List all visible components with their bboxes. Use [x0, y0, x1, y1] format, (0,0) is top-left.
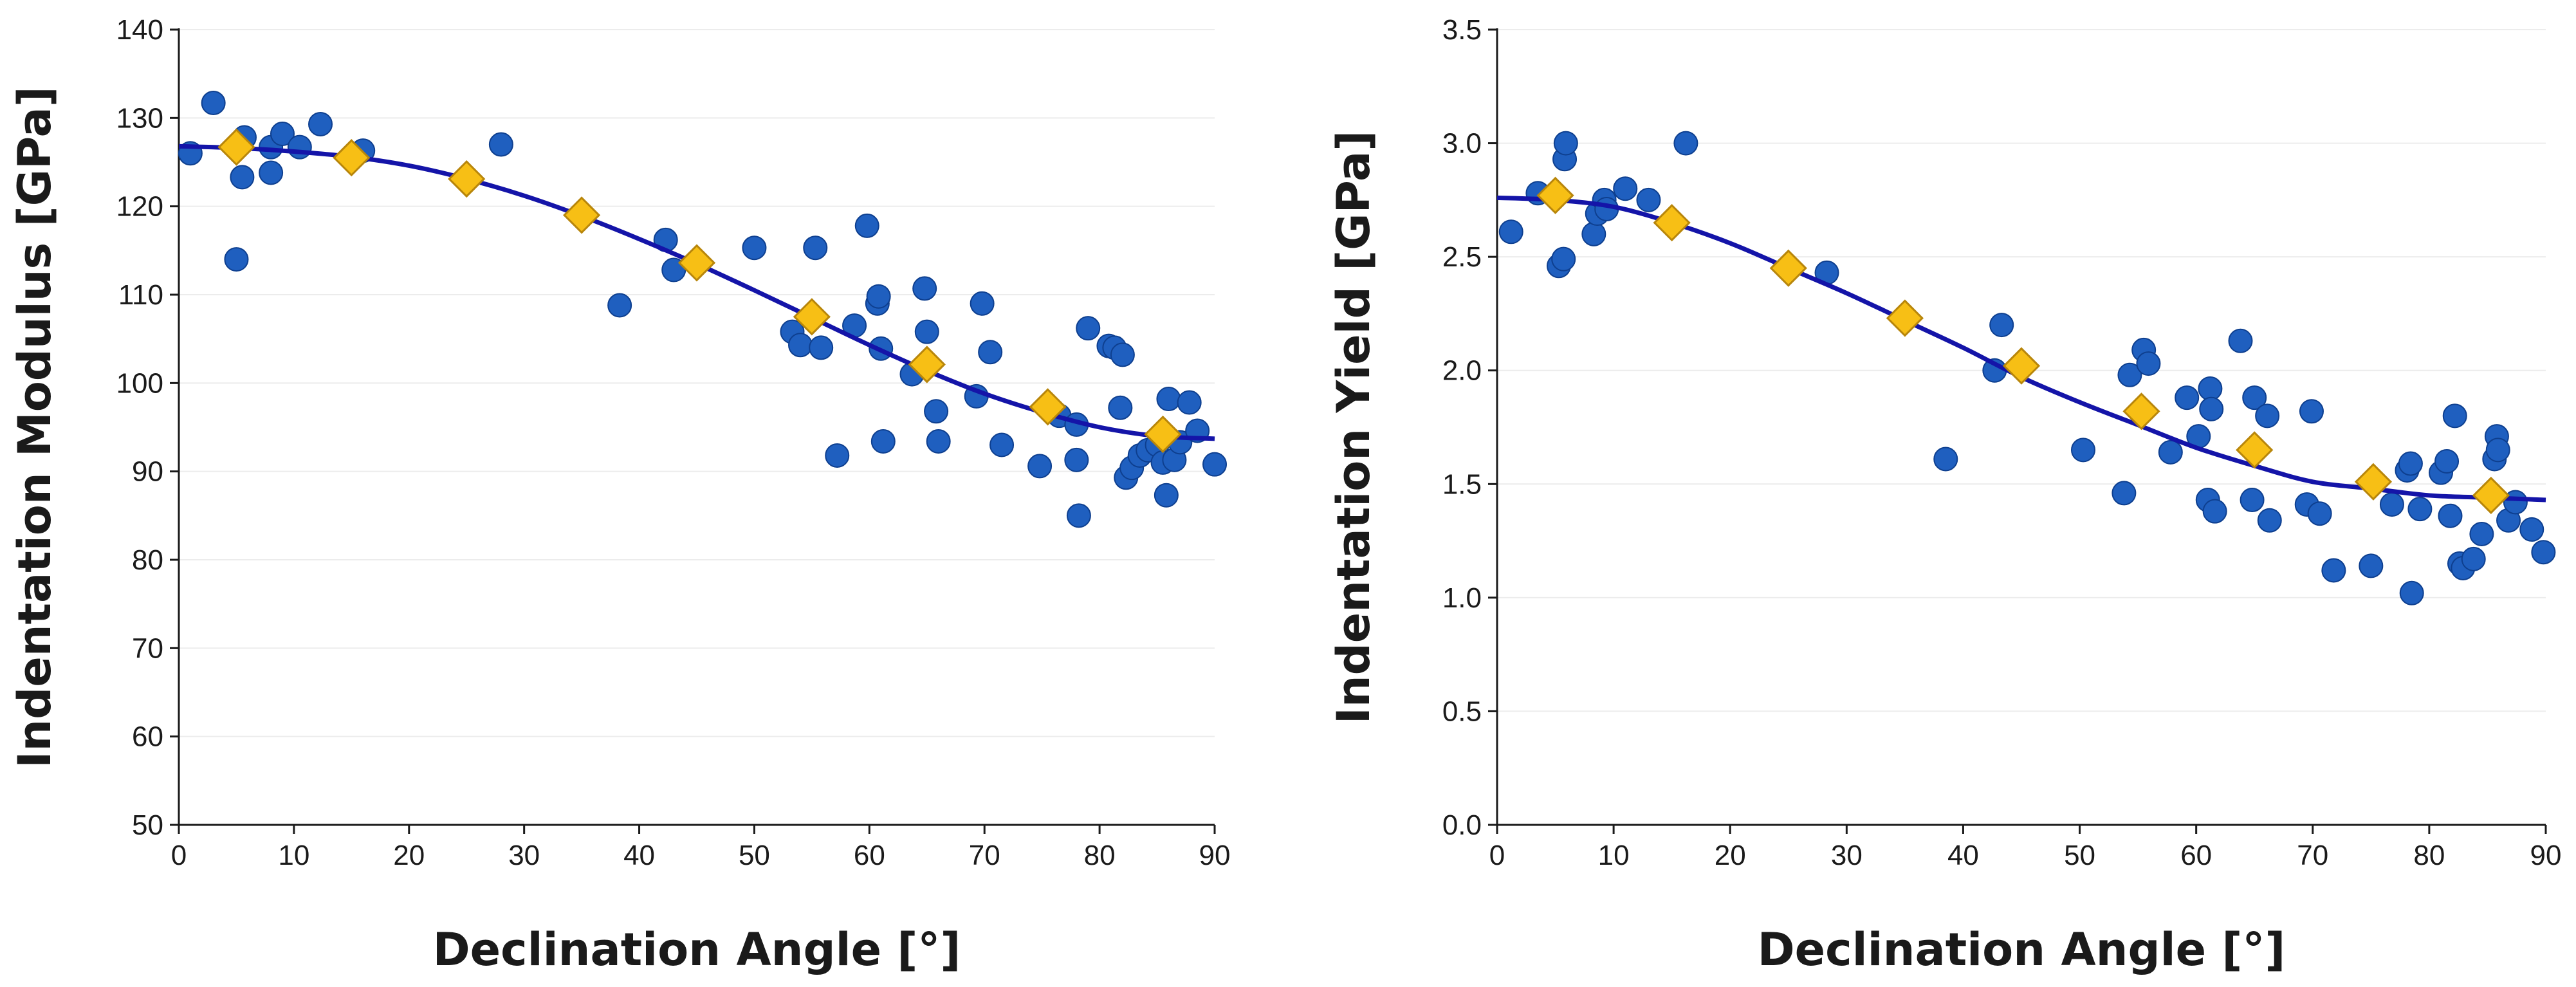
y-tick-label: 110	[118, 279, 163, 311]
x-tick-label: 50	[739, 840, 770, 871]
data-point	[825, 443, 850, 468]
data-point	[287, 134, 312, 160]
data-point	[870, 429, 896, 454]
x-tick-label: 30	[508, 840, 540, 871]
y-tick-label: 80	[132, 544, 163, 576]
data-point	[809, 335, 834, 360]
fit-curve	[178, 143, 1215, 441]
x-tick-label: 80	[1084, 840, 1116, 871]
y-tick-label: 60	[132, 721, 163, 753]
data-point	[224, 247, 249, 272]
y-tick-label: 130	[116, 102, 163, 134]
x-tick-label: 20	[393, 840, 425, 871]
data-point	[1027, 454, 1053, 479]
data-point	[970, 291, 995, 316]
average-marker	[1029, 388, 1067, 426]
x-tick-label: 40	[623, 840, 655, 871]
data-point	[924, 399, 949, 424]
data-point	[270, 122, 295, 147]
data-point	[1154, 483, 1179, 508]
average-marker	[908, 346, 946, 383]
x-axis-title: Declination Angle [°]	[433, 923, 961, 976]
data-point	[488, 132, 513, 157]
x-tick-label: 0	[171, 840, 187, 871]
data-point	[742, 235, 767, 261]
data-point	[989, 432, 1015, 457]
data-point	[1076, 316, 1101, 341]
data-point	[866, 284, 891, 309]
data-point	[607, 293, 632, 318]
average-marker	[333, 139, 371, 177]
average-marker	[217, 128, 255, 166]
data-point	[1064, 447, 1089, 472]
data-point	[978, 340, 1003, 365]
data-point	[803, 235, 828, 261]
x-tick-label: 90	[1199, 840, 1231, 871]
data-point	[230, 165, 255, 190]
data-point	[308, 111, 333, 136]
data-point	[788, 333, 813, 358]
x-tick-label: 70	[969, 840, 1000, 871]
data-point	[259, 160, 284, 185]
x-tick-label: 10	[278, 840, 309, 871]
y-tick-label: 90	[132, 456, 163, 488]
data-point	[914, 319, 939, 344]
data-point	[912, 276, 937, 301]
data-point	[1177, 390, 1202, 415]
data-point	[854, 213, 879, 238]
data-point	[1202, 452, 1227, 477]
average-marker	[1144, 415, 1182, 454]
data-point	[926, 429, 951, 454]
x-tick-label: 60	[854, 840, 885, 871]
y-axis-title: Indentation Modulus [GPa]	[8, 86, 61, 768]
y-tick-label: 140	[116, 14, 163, 46]
average-marker	[793, 298, 831, 336]
y-tick-label: 100	[116, 367, 163, 399]
average-marker	[448, 160, 486, 198]
data-point	[1110, 342, 1135, 367]
data-point	[201, 90, 226, 115]
average-marker	[562, 196, 601, 234]
y-tick-label: 70	[132, 632, 163, 664]
y-tick-label: 120	[116, 191, 163, 223]
data-point	[1108, 395, 1133, 420]
y-tick-label: 50	[132, 809, 163, 841]
data-point	[1066, 503, 1091, 528]
average-marker	[677, 244, 716, 282]
data-point	[1156, 387, 1181, 412]
